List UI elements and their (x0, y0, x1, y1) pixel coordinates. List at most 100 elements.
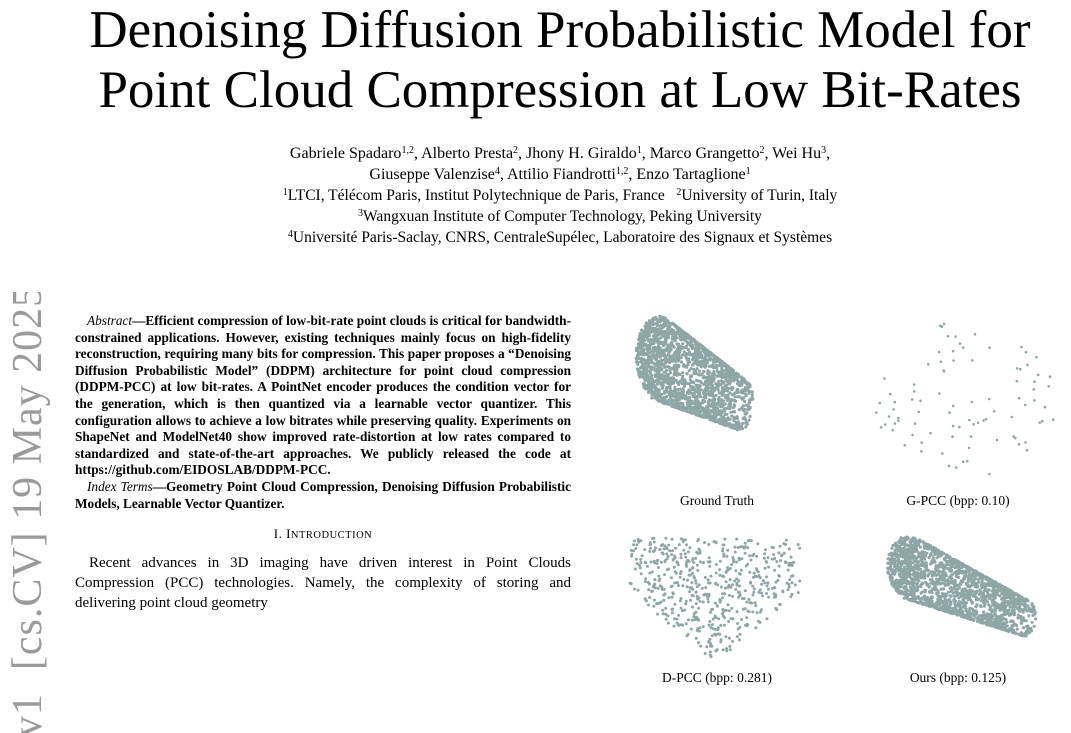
point (1003, 585, 1007, 590)
point (934, 606, 938, 610)
point (697, 354, 701, 358)
point (1032, 388, 1036, 391)
point (714, 393, 718, 397)
point (942, 563, 946, 568)
point (908, 585, 912, 589)
point (654, 335, 658, 339)
point (920, 564, 924, 568)
point (714, 359, 718, 363)
point (674, 391, 678, 395)
point (719, 585, 723, 589)
point (916, 578, 920, 582)
point (915, 549, 919, 553)
point (630, 552, 634, 556)
point (662, 370, 666, 374)
point (721, 596, 725, 600)
point (902, 555, 906, 559)
point (1008, 590, 1013, 594)
point (675, 336, 679, 340)
point (892, 408, 895, 411)
point (679, 597, 683, 601)
point (892, 564, 897, 569)
point (926, 547, 930, 551)
point (957, 563, 961, 567)
point (947, 559, 951, 564)
point (961, 346, 965, 349)
point (774, 580, 778, 584)
point (638, 334, 642, 338)
point (783, 560, 787, 564)
point (691, 571, 694, 575)
point (773, 568, 777, 572)
point (709, 415, 713, 419)
point (659, 375, 663, 380)
point (670, 611, 674, 615)
affiliation: Wangxuan Institute of Computer Technolog… (363, 208, 762, 225)
point (659, 600, 663, 604)
point (724, 383, 728, 387)
point (698, 626, 702, 630)
point (953, 566, 957, 570)
point (697, 369, 702, 373)
point (670, 537, 674, 541)
point (666, 327, 670, 331)
affiliation-line-1: 1LTCI, Télécom Paris, Institut Polytechn… (60, 185, 1060, 206)
left-column: Abstract—Efficient compression of low-bi… (75, 313, 571, 613)
point (647, 364, 651, 368)
point (651, 536, 654, 540)
point (684, 356, 688, 360)
point (1010, 415, 1014, 419)
point (716, 626, 720, 630)
point (961, 460, 965, 463)
point (752, 590, 756, 594)
point (661, 348, 665, 352)
point (946, 590, 951, 594)
point (902, 592, 906, 596)
point (634, 349, 638, 353)
point (917, 596, 921, 600)
point (698, 560, 702, 564)
point (896, 544, 900, 548)
point (650, 318, 655, 322)
point (891, 583, 895, 587)
point (1024, 634, 1028, 638)
point-cloud-ground-truth (634, 314, 755, 432)
point (639, 360, 643, 364)
point (763, 581, 767, 585)
point (971, 608, 975, 613)
point (927, 363, 930, 366)
point (733, 545, 737, 549)
point (894, 547, 898, 551)
point (676, 359, 680, 363)
point (664, 331, 668, 336)
point (747, 597, 751, 601)
point (644, 329, 648, 333)
point (936, 594, 940, 598)
point (667, 377, 671, 381)
point (972, 582, 976, 587)
point (1027, 614, 1031, 618)
point (638, 375, 642, 379)
point (696, 568, 700, 572)
point (904, 561, 908, 565)
point (990, 624, 994, 628)
point (694, 602, 698, 606)
point (983, 602, 987, 606)
point (663, 559, 667, 562)
point (988, 397, 991, 401)
point (647, 325, 651, 329)
point (714, 582, 718, 586)
point (663, 321, 667, 325)
point (706, 371, 710, 375)
point (722, 623, 726, 627)
title-line-2: Point Cloud Compression at Low Bit-Rates (98, 61, 1022, 119)
point (912, 584, 916, 588)
point (633, 539, 636, 543)
point (698, 373, 702, 377)
point (698, 549, 702, 553)
point (670, 354, 674, 358)
point (667, 596, 671, 600)
point (692, 561, 696, 565)
point (933, 560, 937, 564)
point (648, 355, 653, 359)
